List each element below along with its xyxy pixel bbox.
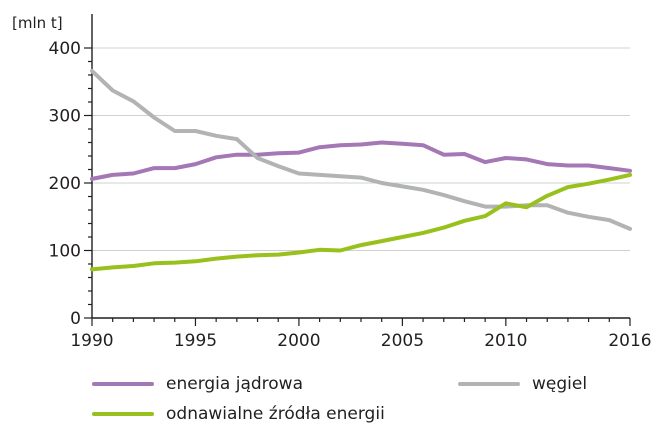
y-tick-label-400: 400 (49, 39, 81, 59)
series-line-1 (90, 68, 632, 231)
y-axis-ticks: 0 100 200 300 400 (49, 39, 92, 329)
x-tick-label-2010: 2010 (484, 331, 527, 351)
series-lines (90, 68, 632, 272)
x-tick-label-2000: 2000 (277, 331, 320, 351)
y-tick-label-100: 100 (49, 242, 81, 262)
series-line-0 (90, 140, 632, 181)
y-tick-label-0: 0 (70, 309, 81, 329)
x-axis-ticks: 1990 1995 2000 2005 2010 2016 (70, 318, 652, 351)
x-tick-label-1990: 1990 (70, 331, 113, 351)
y-tick-label-300: 300 (49, 107, 81, 127)
y-tick-label-200: 200 (49, 174, 81, 194)
gridlines (92, 47, 630, 251)
y-axis-unit-label: [mln t] (12, 14, 63, 32)
series-line-2 (90, 172, 632, 272)
x-tick-label-1995: 1995 (174, 331, 217, 351)
x-tick-label-2005: 2005 (381, 331, 424, 351)
x-tick-label-2016: 2016 (608, 331, 651, 351)
